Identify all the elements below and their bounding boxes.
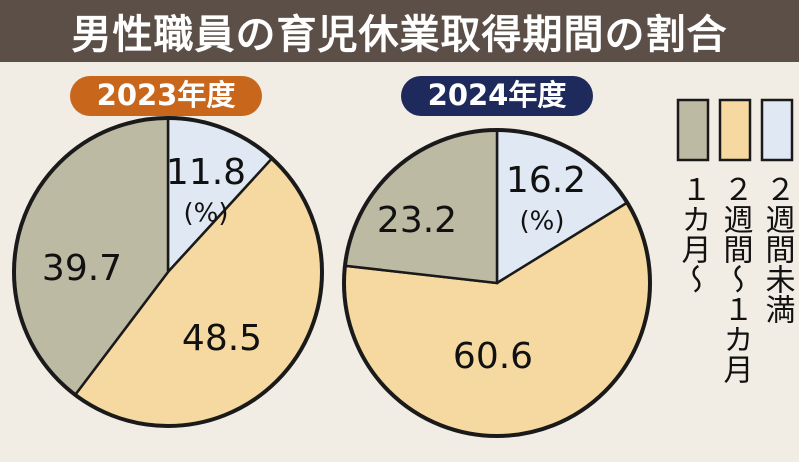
legend-swatch-1 xyxy=(720,100,750,160)
slice-label-1-1: 60.6 xyxy=(453,336,533,377)
legend-swatch-2 xyxy=(762,100,792,160)
title-bar: 男性職員の育児休業取得期間の割合 xyxy=(0,0,799,62)
unit-label-1: (%) xyxy=(520,207,565,237)
slice-label-1-0: 16.2 xyxy=(506,160,586,201)
unit-label-0: (%) xyxy=(184,199,229,229)
chart-title: 男性職員の育児休業取得期間の割合 xyxy=(72,2,728,60)
slice-label-0-1: 48.5 xyxy=(182,318,262,359)
legend-label-2: ２週間未満 xyxy=(760,174,795,324)
slice-label-0-0: 11.8 xyxy=(166,152,246,193)
pie-1: 16.2 60.6 23.2 (%) 2024年度 xyxy=(344,76,650,436)
legend-label-1: ２週間～１カ月 xyxy=(718,174,754,384)
slice-label-0-2: 39.7 xyxy=(42,248,122,289)
pie-0: 11.8 48.5 39.7 (%) 2023年度 xyxy=(14,76,322,426)
slice-label-1-2: 23.2 xyxy=(377,200,457,241)
legend: １カ月～ ２週間～１カ月 ２週間未満 xyxy=(676,100,795,384)
year-badge-label-0: 2023年度 xyxy=(97,78,236,112)
pie-charts: 11.8 48.5 39.7 (%) 2023年度 16.2 60.6 23.2 (%) 2024… xyxy=(0,62,799,462)
legend-label-0: １カ月～ xyxy=(676,174,712,294)
legend-swatch-0 xyxy=(678,100,708,160)
year-badge-label-1: 2024年度 xyxy=(428,78,567,112)
